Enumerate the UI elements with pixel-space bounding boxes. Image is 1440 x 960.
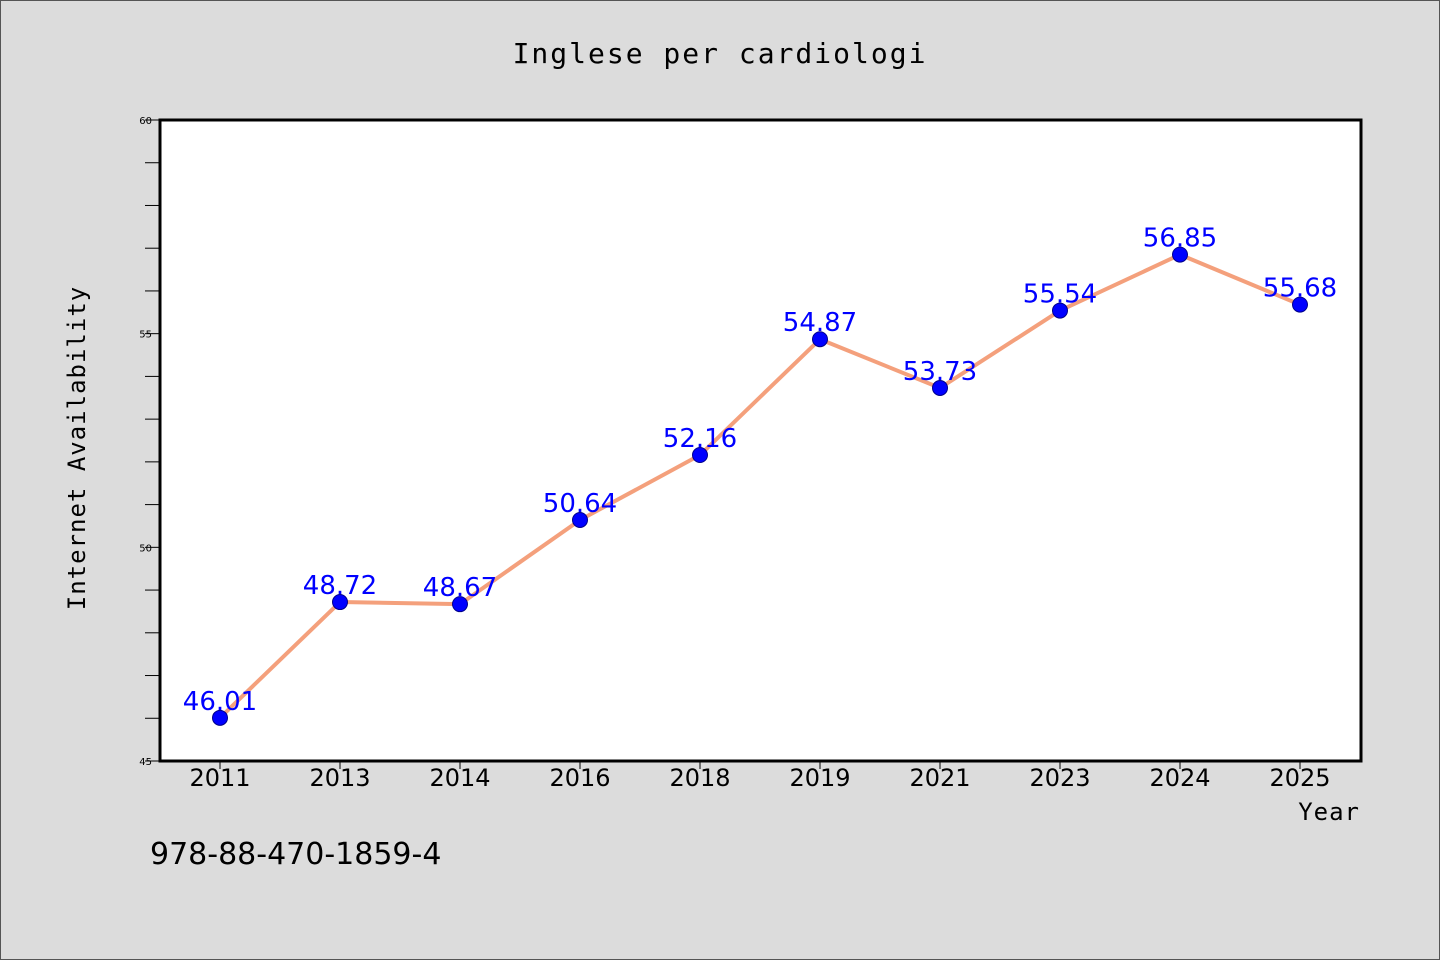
data-label: 48.72	[303, 571, 377, 601]
y-axis-label: Internet Availability	[63, 286, 91, 610]
data-point	[1172, 246, 1188, 263]
data-point	[212, 709, 228, 726]
x-axis: 2011 2013 2014 2016 2018 2019 2021 2023 2024 2025	[189, 761, 1331, 792]
x-tick-label: 2025	[1269, 764, 1330, 792]
data-label: 52.16	[663, 424, 737, 454]
data-point	[572, 511, 588, 528]
data-point	[1292, 296, 1308, 313]
data-label: 50.64	[543, 489, 617, 519]
y-tick-label: 45	[139, 757, 152, 768]
x-tick-label: 2013	[309, 764, 370, 792]
x-tick-label: 2014	[429, 764, 490, 792]
data-label: 55.54	[1023, 280, 1097, 310]
y-tick-label: 50	[139, 543, 152, 554]
x-tick-label: 2021	[909, 764, 970, 792]
x-tick-label: 2016	[549, 764, 610, 792]
x-axis-label: Year	[1298, 798, 1360, 826]
data-label: 54.87	[783, 308, 857, 338]
data-label: 46.01	[183, 687, 257, 717]
data-point	[692, 447, 708, 464]
plot-area	[158, 118, 1363, 763]
y-tick-label: 55	[139, 330, 152, 341]
data-label: 53.73	[903, 357, 977, 387]
data-label: 48.67	[423, 573, 497, 603]
data-point	[932, 379, 948, 396]
footer-isbn: 978-88-470-1859-4	[150, 837, 441, 872]
x-tick-label: 2011	[189, 764, 250, 792]
series-group: 46.01 48.72 48.67 50.64 52.16 54.87 53.73 55.54…	[183, 224, 1337, 726]
chart-title: Inglese per cardiologi	[513, 37, 928, 70]
data-point	[812, 331, 828, 348]
data-label: 56.85	[1143, 224, 1217, 254]
data-point	[452, 596, 468, 613]
data-point	[332, 594, 348, 611]
y-axis: 45 50 55 60	[139, 116, 160, 768]
x-tick-label: 2023	[1029, 764, 1090, 792]
series-line	[218, 252, 1301, 720]
x-tick-label: 2019	[789, 764, 850, 792]
data-point	[1052, 302, 1068, 319]
y-tick-label: 60	[139, 116, 152, 127]
data-label: 55.68	[1263, 274, 1337, 304]
x-tick-label: 2018	[669, 764, 730, 792]
x-tick-label: 2024	[1149, 764, 1210, 792]
